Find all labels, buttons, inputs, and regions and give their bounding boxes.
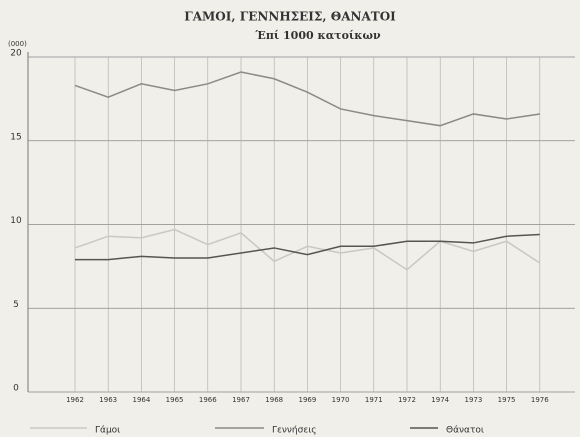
x-tick-label: 1972 — [398, 396, 416, 404]
y-tick-label: 5 — [13, 300, 19, 310]
x-tick-label: 1962 — [66, 396, 84, 404]
y-tick-label: 15 — [10, 132, 21, 142]
legend-label: Θάνατοι — [446, 426, 484, 436]
x-tick-label: 1976 — [531, 396, 549, 404]
y-unit: (000) — [8, 40, 27, 48]
x-tick-label: 1971 — [365, 396, 383, 404]
x-tick-label: 1969 — [298, 396, 316, 404]
x-tick-label: 1966 — [199, 396, 217, 404]
x-tick-label: 1963 — [99, 396, 117, 404]
legend-label: Γάμοι — [95, 426, 120, 436]
series-line — [75, 233, 540, 261]
series-line — [74, 228, 541, 271]
x-tick-label: 1975 — [498, 396, 516, 404]
x-tick-label: 1968 — [265, 396, 283, 404]
x-tick-label: 1970 — [332, 396, 350, 404]
x-tick-label: 1974 — [431, 396, 449, 404]
y-tick-label: 20 — [10, 49, 22, 59]
x-tick-label: 1965 — [166, 396, 184, 404]
legend-label: Γεννήσεις — [272, 426, 317, 436]
chart-title: ΓΑΜΟΙ, ΓΕΝΝΗΣΕΙΣ, ΘΑΝΑΤΟΙ — [184, 10, 396, 24]
y-tick-label: 0 — [13, 384, 19, 394]
x-tick-label: 1964 — [132, 396, 150, 404]
x-tick-label: 1973 — [464, 396, 482, 404]
x-tick-label: 1967 — [232, 396, 250, 404]
chart-subtitle: Έπί 1000 κατοίκων — [254, 29, 381, 42]
y-tick-label: 10 — [10, 216, 22, 226]
series-line — [74, 71, 540, 127]
